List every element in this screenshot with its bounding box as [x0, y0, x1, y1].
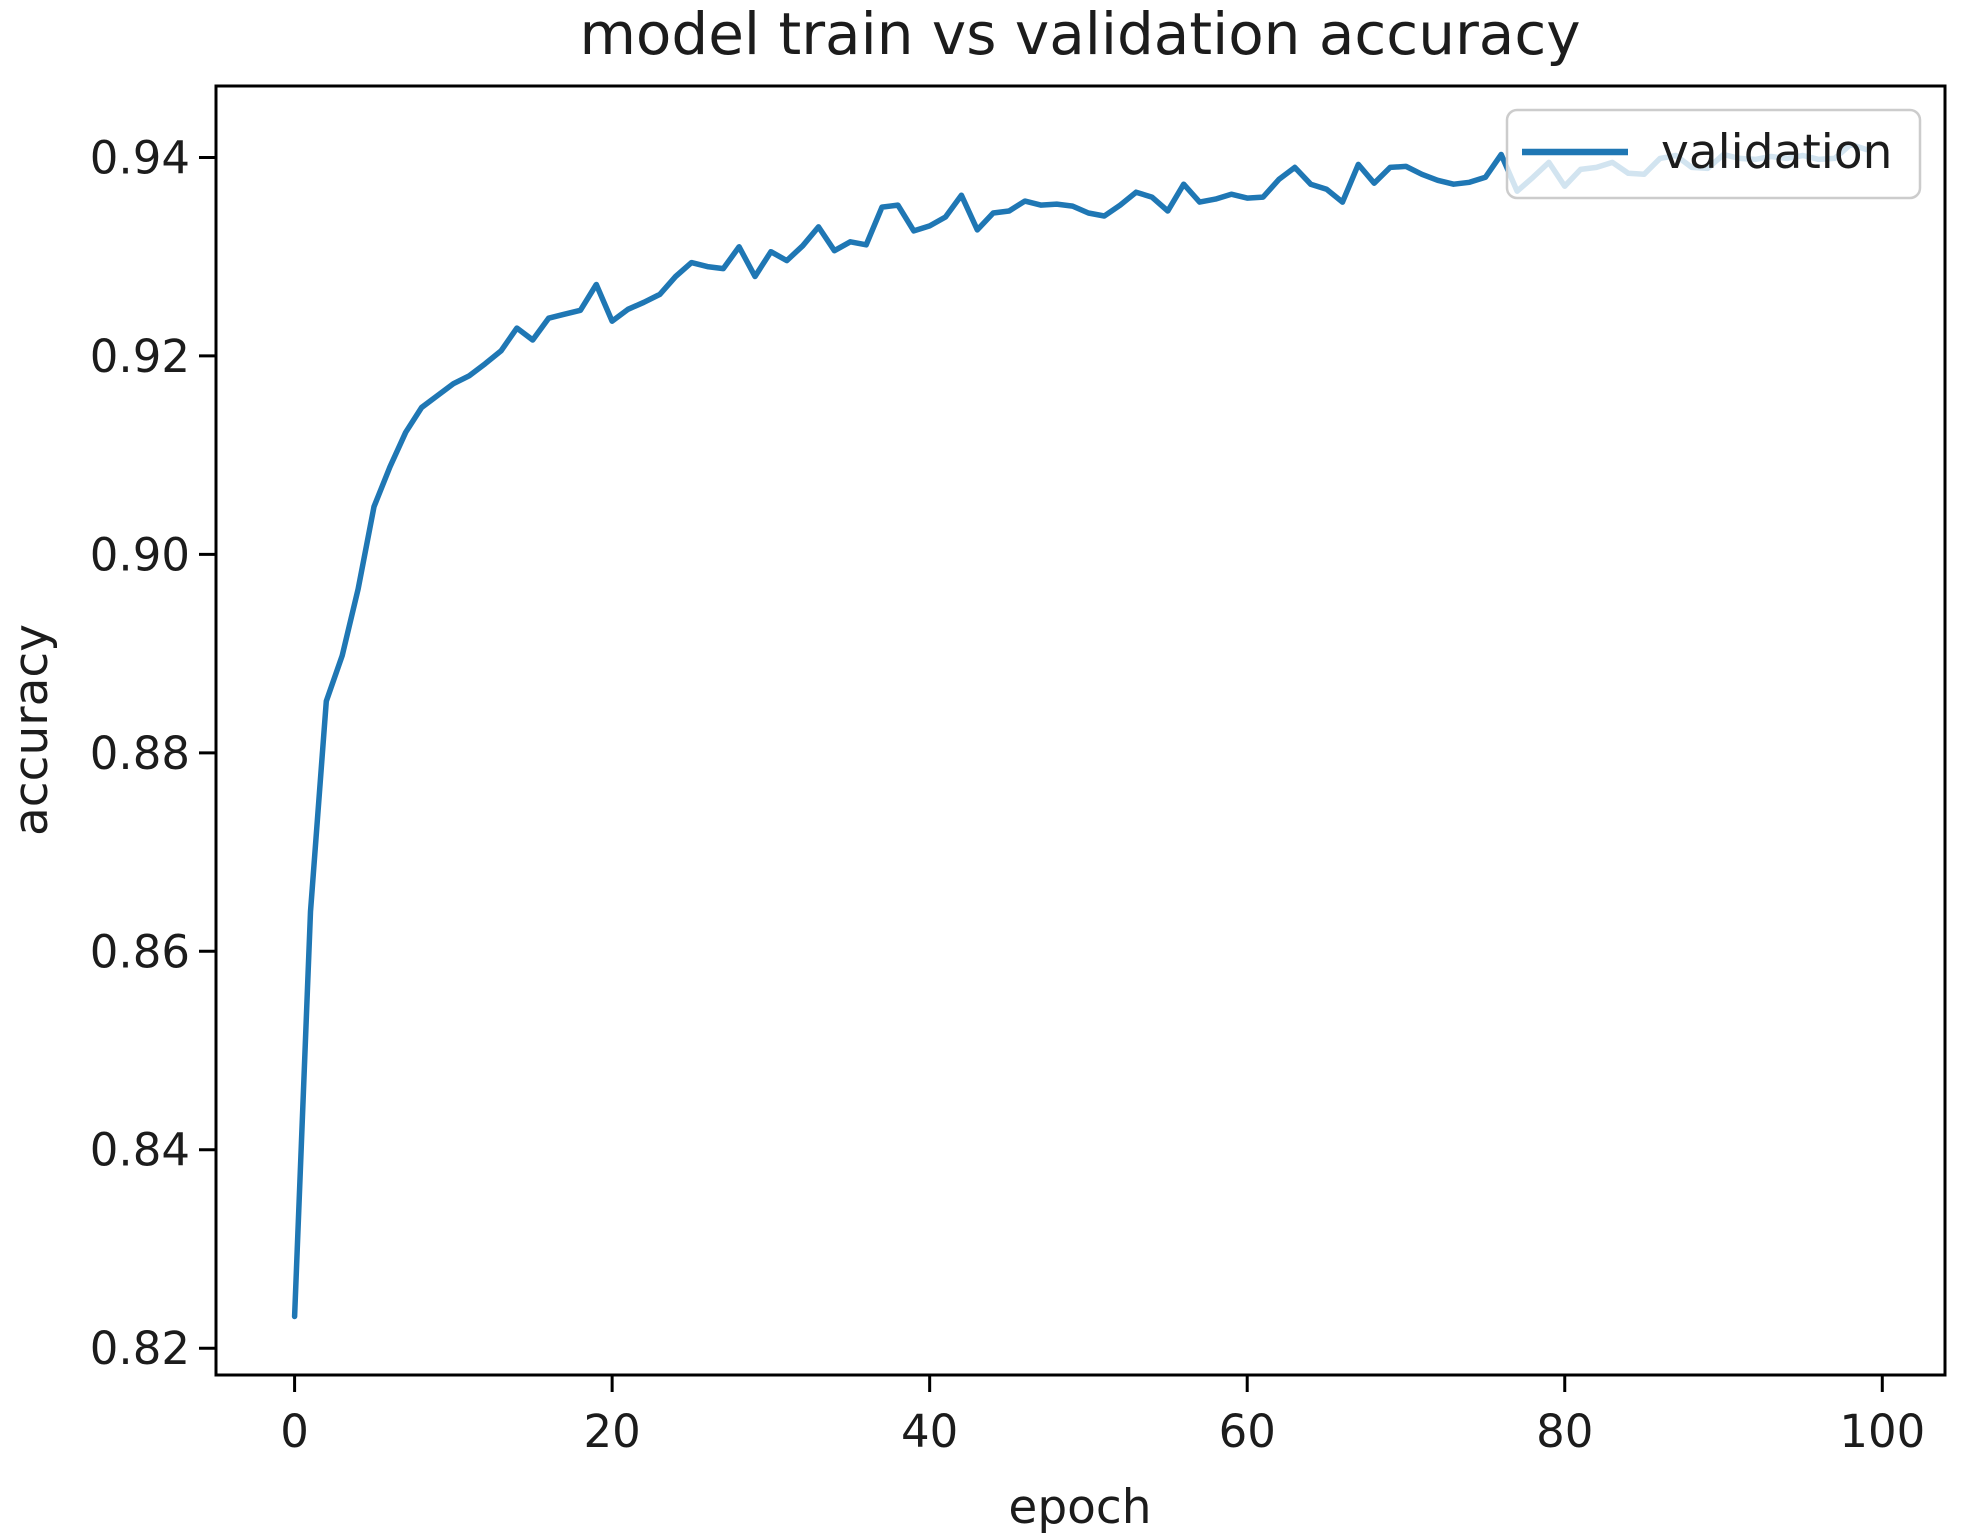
y-tick-label: 0.92	[90, 330, 190, 383]
legend-entry-label: validation	[1661, 125, 1892, 180]
x-axis-label: epoch	[1008, 1480, 1151, 1535]
x-tick-label: 100	[1839, 1405, 1925, 1458]
x-tick-label: 60	[1219, 1405, 1276, 1458]
y-tick-label: 0.82	[90, 1322, 190, 1375]
y-tick-label: 0.94	[90, 131, 190, 184]
chart-title: model train vs validation accuracy	[579, 0, 1580, 68]
y-tick-label: 0.90	[90, 528, 190, 581]
legend-box-group	[1505, 108, 1922, 200]
y-tick-label: 0.88	[90, 727, 190, 780]
x-tick-label: 20	[583, 1405, 640, 1458]
legend-frame	[1505, 108, 1922, 200]
x-tick-label: 0	[280, 1405, 309, 1458]
axes-frame	[214, 84, 1947, 1377]
y-tick-label: 0.84	[90, 1124, 190, 1177]
plot-area: 0 20 40 60 80 100 0.82 0.84 0.86 0.88 0.90 0.92 0.94	[90, 84, 1947, 1458]
x-tick-label: 80	[1536, 1405, 1593, 1458]
validation-line	[291, 141, 1870, 1320]
y-axis-label: accuracy	[4, 624, 59, 836]
x-tick-label: 40	[901, 1405, 958, 1458]
y-tick-label: 0.86	[90, 925, 190, 978]
